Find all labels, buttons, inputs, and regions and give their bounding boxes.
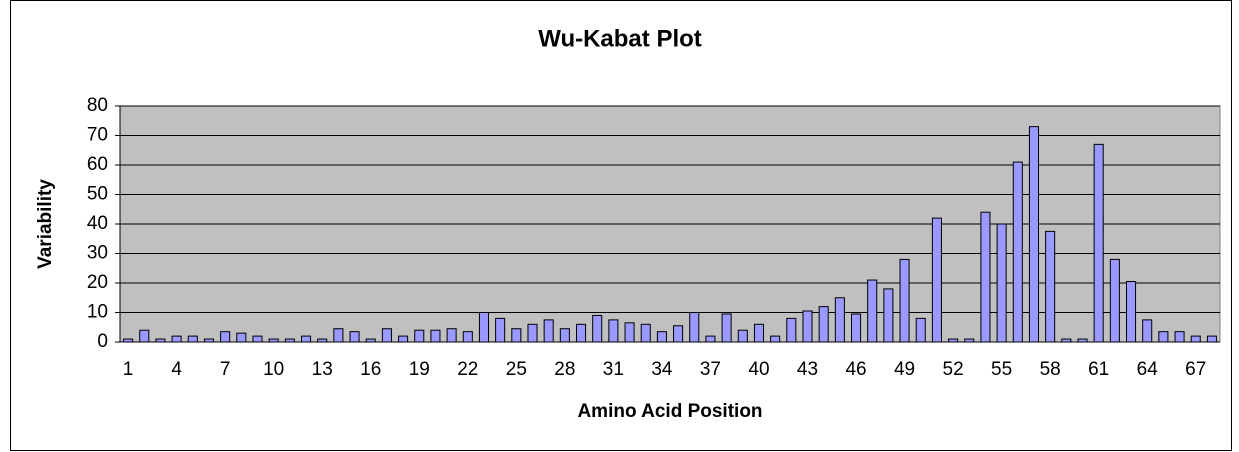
bar [236, 332, 247, 343]
bar [1045, 230, 1056, 343]
bar [495, 317, 506, 343]
bar [592, 314, 603, 343]
x-tick-label: 64 [1137, 359, 1159, 380]
x-tick-label: 7 [220, 359, 231, 380]
x-tick-label: 4 [171, 359, 182, 380]
bar [446, 328, 457, 343]
bar [673, 325, 684, 343]
bar [478, 312, 489, 343]
y-tick-label: 40 [87, 213, 108, 234]
bar [705, 335, 716, 343]
bar [753, 323, 764, 343]
x-tick-label: 13 [312, 359, 333, 380]
x-tick-label: 19 [409, 359, 430, 380]
bar [430, 329, 441, 343]
bar [1158, 331, 1169, 343]
x-tick-label: 61 [1088, 359, 1109, 380]
bar [608, 319, 619, 343]
x-tick-label: 22 [457, 359, 478, 380]
chart-title: Wu-Kabat Plot [538, 25, 702, 52]
bar [770, 335, 781, 343]
y-tick-label: 70 [87, 125, 108, 146]
bar [624, 322, 635, 343]
bar [851, 313, 862, 343]
y-tick-label: 50 [87, 184, 108, 205]
x-tick-label: 40 [748, 359, 769, 380]
bar [414, 329, 425, 343]
x-tick-label: 28 [554, 359, 575, 380]
bar [721, 313, 732, 343]
bar [996, 223, 1007, 343]
bar [980, 211, 991, 343]
bar [656, 331, 667, 343]
y-tick-label: 30 [87, 243, 108, 264]
bar [867, 279, 878, 343]
x-tick-label: 16 [360, 359, 381, 380]
bar [252, 335, 263, 343]
x-tick-label: 46 [845, 359, 866, 380]
x-tick-label: 1 [123, 359, 134, 380]
x-tick-label: 31 [603, 359, 624, 380]
bar [171, 335, 182, 343]
x-tick-label: 25 [506, 359, 527, 380]
bar [1190, 335, 1201, 343]
bar [931, 217, 942, 343]
bar [559, 328, 570, 343]
bar [333, 328, 344, 343]
bar [915, 317, 926, 343]
x-tick-label: 37 [700, 359, 721, 380]
bar [398, 335, 409, 343]
bar [301, 335, 312, 343]
bar [1142, 319, 1153, 343]
y-tick-label: 80 [87, 95, 108, 116]
bar [834, 297, 845, 343]
bar [1206, 335, 1217, 343]
x-tick-label: 10 [263, 359, 284, 380]
x-tick-label: 34 [651, 359, 673, 380]
y-tick-label: 60 [87, 154, 108, 175]
bar [1109, 258, 1120, 343]
bar [737, 329, 748, 343]
x-tick-label: 58 [1040, 359, 1061, 380]
bar [883, 288, 894, 343]
bar [1093, 143, 1104, 343]
x-axis-title: Amino Acid Position [577, 401, 762, 422]
bar [1174, 331, 1185, 343]
bar [818, 306, 829, 343]
bar [899, 258, 910, 343]
bar [1126, 281, 1137, 343]
y-tick-label: 20 [87, 272, 108, 293]
bar [187, 335, 198, 343]
bar [462, 331, 473, 343]
bar [527, 323, 538, 343]
x-tick-label: 49 [894, 359, 915, 380]
y-tick-label: 0 [97, 331, 108, 352]
bar [576, 323, 587, 343]
x-tick-label: 43 [797, 359, 818, 380]
bar [802, 310, 813, 343]
bar [381, 328, 392, 343]
bar [349, 331, 360, 343]
x-tick-label: 67 [1185, 359, 1206, 380]
bar [689, 312, 700, 343]
x-tick-label: 55 [991, 359, 1012, 380]
bar [220, 331, 231, 343]
bar [511, 328, 522, 343]
x-tick-label: 52 [943, 359, 964, 380]
bar [1012, 161, 1023, 343]
y-axis-title: Variability [35, 179, 56, 269]
bar [139, 329, 150, 343]
bar [786, 317, 797, 343]
y-tick-label: 10 [87, 302, 108, 323]
bar [1028, 126, 1039, 343]
bar [543, 319, 554, 343]
bar [640, 323, 651, 343]
